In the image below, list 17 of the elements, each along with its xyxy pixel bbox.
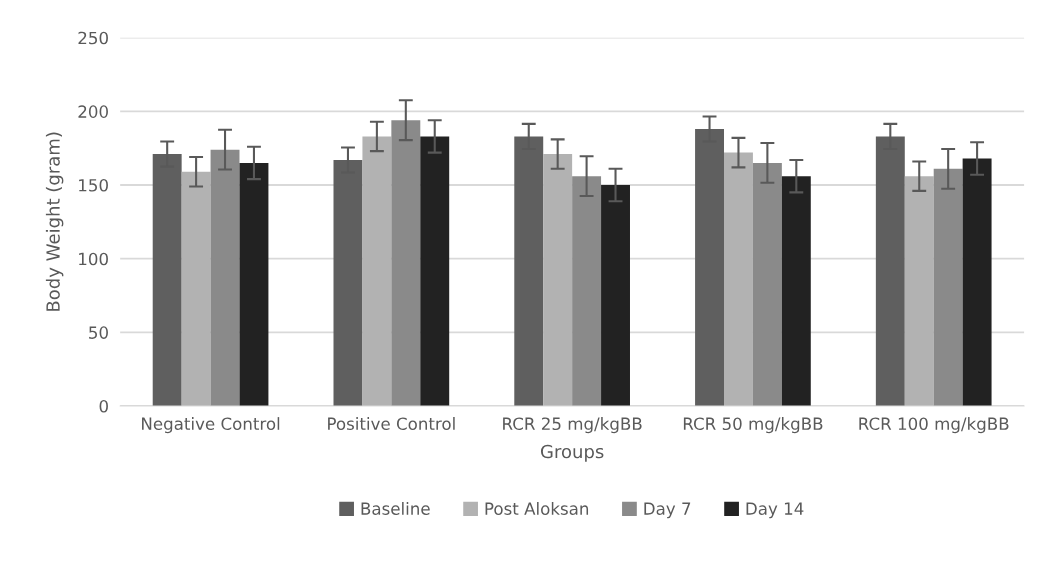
x-tick-label: Positive Control (328, 417, 455, 431)
x-tick-label: RCR 25 mg/kgBB (503, 417, 642, 434)
y-tick-label: 150 (79, 178, 108, 192)
y-tick-label: 100 (79, 252, 108, 266)
legend-label: Day 7 (644, 502, 691, 519)
y-tick-label: 200 (78, 105, 108, 118)
legend-label: Post Aloksan (485, 502, 589, 515)
y-tick-label: 50 (89, 326, 108, 339)
x-axis-title: Groups (540, 444, 604, 462)
y-tick-label: 250 (78, 31, 108, 45)
y-tick-label: 0 (99, 399, 108, 413)
x-tick-label: Negative Control (142, 417, 280, 434)
y-axis-title: Body Weight (gram) (45, 132, 64, 311)
x-tick-label: RCR 50 mg/kgBB (683, 417, 823, 434)
legend-label: Day 14 (746, 502, 804, 519)
x-tick-label: RCR 100 mg/kgBB (859, 417, 1009, 434)
legend-label: Baseline (361, 502, 430, 515)
